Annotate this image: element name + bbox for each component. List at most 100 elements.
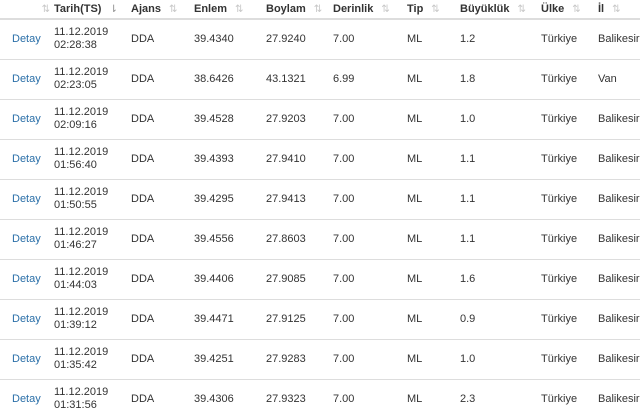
table-row: Detay 11.12.2019 02:09:16 DDA 39.4528 27.9203…	[0, 98, 640, 139]
cell-agency: DDA	[127, 138, 190, 179]
cell-detail: Detay	[0, 298, 50, 339]
cell-detail: Detay	[0, 378, 50, 419]
sort-desc-icon[interactable]: ⇂	[109, 4, 118, 15]
cell-city: Balikesir	[594, 258, 640, 299]
cell-city: Van	[594, 58, 640, 99]
column-header-lat[interactable]: Enlem ⇅	[190, 0, 262, 20]
sort-icon[interactable]: ⇅	[168, 4, 178, 15]
cell-lon: 27.9323	[262, 378, 329, 419]
cell-type: ML	[403, 378, 456, 419]
cell-lon: 27.9240	[266, 33, 306, 46]
cell-mag: 1.8	[456, 58, 537, 99]
cell-city: Balikesir	[594, 138, 640, 179]
event-date: 11.12.2019	[54, 26, 109, 39]
cell-date: 11.12.2019 01:50:55	[50, 178, 127, 219]
event-time: 01:31:56	[54, 399, 97, 412]
table-row: Detay 11.12.2019 01:35:42 DDA 39.4251 27.9283…	[0, 338, 640, 379]
detail-link[interactable]: Detay	[12, 393, 41, 406]
cell-mag: 1.0	[456, 338, 537, 379]
event-date: 11.12.2019	[54, 186, 109, 198]
column-header-label: Derinlik	[333, 3, 374, 15]
event-date: 11.12.2019	[54, 146, 109, 158]
table-row: Detay 11.12.2019 01:56:40 DDA 39.4393 27.9410…	[0, 138, 640, 179]
column-header-mag[interactable]: Büyüklük ⇅	[456, 0, 537, 20]
cell-detail: Detay	[0, 178, 50, 219]
cell-depth: 7.00	[329, 298, 403, 339]
detail-link[interactable]: Detay	[12, 73, 41, 85]
cell-type: ML	[403, 138, 456, 179]
event-date: 11.12.2019	[54, 66, 109, 78]
column-header-detail[interactable]: ⇅	[0, 0, 50, 20]
sort-icon[interactable]: ⇅	[235, 4, 244, 15]
cell-lon: 27.9125	[262, 298, 329, 339]
cell-date: 11.12.2019 01:56:40	[50, 138, 127, 179]
cell-lat: 39.4306	[190, 378, 262, 419]
cell-date: 11.12.2019 02:09:16	[50, 98, 127, 139]
table-header-row: ⇅ Tarih(TS) ⇂ Ajans ⇅ Enlem ⇅ Boylam ⇅ Derinlik ⇅ T…	[0, 0, 640, 20]
cell-lon: 27.9283	[262, 338, 329, 379]
cell-agency: DDA	[127, 298, 190, 339]
cell-depth: 7.00	[329, 178, 403, 219]
detail-link[interactable]: Detay	[12, 273, 41, 285]
cell-city: Balikesir	[594, 378, 640, 419]
sort-icon[interactable]: ⇅	[612, 4, 621, 15]
detail-link[interactable]: Detay	[12, 113, 41, 125]
cell-lat: 39.4295	[190, 178, 262, 219]
column-header-country[interactable]: Ülke ⇅	[537, 0, 594, 20]
cell-country: Türkiye	[537, 98, 594, 139]
cell-depth: 7.00	[333, 33, 355, 46]
cell-lon: 27.9413	[262, 178, 329, 219]
cell-depth: 7.00	[329, 138, 403, 179]
event-date: 11.12.2019	[54, 386, 109, 399]
detail-link[interactable]: Detay	[12, 33, 41, 46]
cell-lon: 27.9085	[262, 258, 329, 299]
column-header-depth[interactable]: Derinlik ⇅	[329, 0, 403, 20]
cell-lat: 38.6426	[190, 58, 262, 99]
sort-icon[interactable]: ⇅	[572, 4, 581, 15]
cell-country: Türkiye	[537, 218, 594, 259]
column-header-label: Tip	[407, 3, 424, 15]
cell-lat: 39.4406	[190, 258, 262, 299]
column-header-agency[interactable]: Ajans ⇅	[127, 0, 190, 20]
cell-date: 11.12.2019 01:35:42	[50, 338, 127, 379]
cell-type: ML	[403, 218, 456, 259]
table-body: Detay 11.12.2019 02:28:38 DDA 39.4340 27.9240…	[0, 19, 640, 419]
cell-city: Balikesir	[594, 178, 640, 219]
detail-link[interactable]: Detay	[12, 313, 41, 325]
cell-country: Türkiye	[537, 178, 594, 219]
cell-agency: DDA	[127, 178, 190, 219]
column-header-date[interactable]: Tarih(TS) ⇂	[50, 0, 127, 20]
cell-agency: DDA	[127, 258, 190, 299]
cell-country: Türkiye	[537, 338, 594, 379]
event-date: 11.12.2019	[54, 106, 109, 118]
column-header-lon[interactable]: Boylam ⇅	[262, 0, 329, 20]
cell-lon: 27.8603	[262, 218, 329, 259]
event-time: 02:28:38	[54, 39, 97, 52]
sort-icon[interactable]: ⇅	[41, 4, 50, 15]
sort-icon[interactable]: ⇅	[431, 4, 440, 15]
column-header-type[interactable]: Tip ⇅	[403, 0, 456, 20]
detail-link[interactable]: Detay	[12, 153, 41, 165]
detail-link[interactable]: Detay	[12, 353, 41, 365]
event-date: 11.12.2019	[54, 346, 109, 358]
cell-detail: Detay	[0, 258, 50, 299]
detail-link[interactable]: Detay	[12, 233, 41, 245]
sort-icon[interactable]: ⇅	[517, 4, 526, 15]
cell-mag: 1.0	[456, 98, 537, 139]
column-header-label: Büyüklük	[460, 3, 510, 15]
cell-country: Türkiye	[537, 378, 594, 419]
cell-date: 11.12.2019 01:46:27	[50, 218, 127, 259]
column-header-city[interactable]: İl ⇅	[594, 0, 640, 20]
event-time: 01:39:12	[54, 319, 97, 331]
cell-detail: Detay	[0, 218, 50, 259]
cell-agency: DDA	[127, 338, 190, 379]
cell-depth: 7.00	[329, 338, 403, 379]
sort-icon[interactable]: ⇅	[381, 4, 390, 15]
table-row: Detay 11.12.2019 01:46:27 DDA 39.4556 27.8603…	[0, 218, 640, 259]
cell-date: 11.12.2019 01:31:56	[50, 378, 127, 419]
sort-icon[interactable]: ⇅	[313, 4, 323, 15]
event-date: 11.12.2019	[54, 306, 109, 318]
cell-type: ML	[403, 338, 456, 379]
detail-link[interactable]: Detay	[12, 193, 41, 205]
cell-type: ML	[403, 258, 456, 299]
